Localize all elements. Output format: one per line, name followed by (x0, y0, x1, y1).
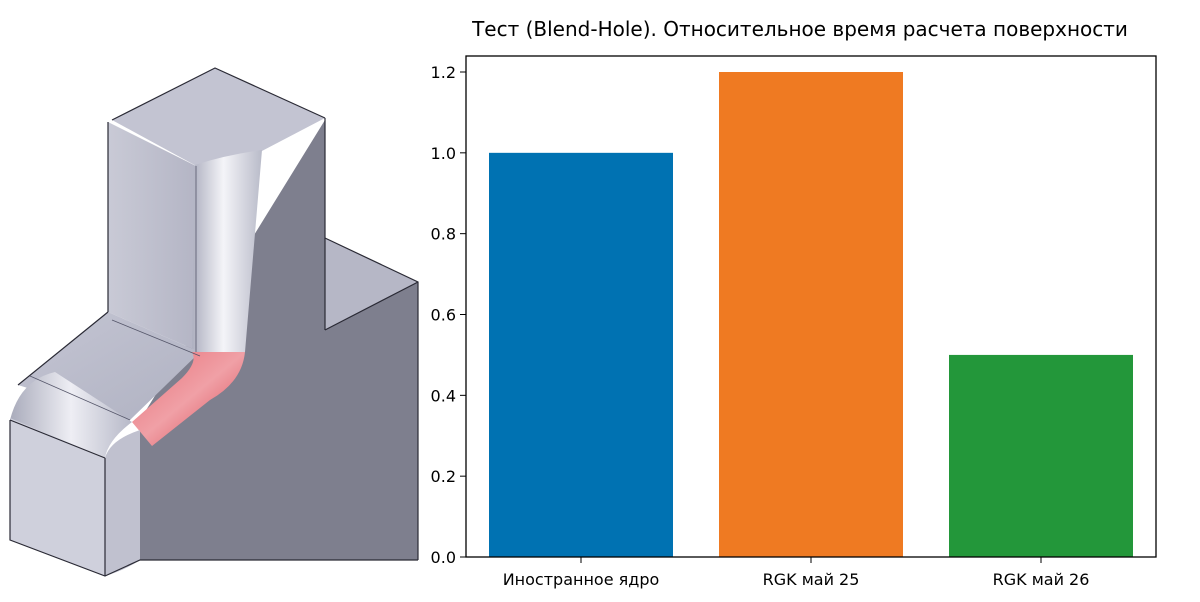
vertical-fillet (192, 150, 262, 352)
bar-3 (949, 354, 1133, 557)
y-tick-label-1: 0.0 (431, 548, 456, 567)
x-axis: Иностранное ядро RGK май 25 RGK май 26 (503, 557, 1090, 589)
lower-front-face (10, 418, 105, 576)
y-tick-label-5: 0.8 (431, 225, 456, 244)
y-tick-label-2: 0.2 (431, 467, 456, 486)
y-tick-label-4: 0.6 (431, 306, 456, 325)
bars-layer (489, 72, 1133, 558)
y-tick-label-3: 0.4 (431, 386, 456, 405)
right-dark-face (140, 120, 418, 560)
x-tick-label-1: Иностранное ядро (503, 570, 660, 589)
y-tick-label-6: 1.0 (431, 144, 456, 163)
back-wing-top-face (325, 238, 418, 330)
bar-1 (489, 152, 673, 558)
chart-title: Тест (Blend-Hole). Относительное время р… (471, 17, 1128, 41)
bar-2 (719, 72, 903, 557)
y-tick-label-7: 1.2 (431, 63, 456, 82)
lower-rounded-edge (10, 372, 132, 458)
y-axis: 0.0 0.2 0.4 0.6 0.8 1.0 1.2 (431, 63, 466, 567)
x-tick-label-2: RGK май 25 (763, 570, 860, 589)
highlighted-fillet (132, 352, 245, 446)
x-tick-label-3: RGK май 26 (993, 570, 1090, 589)
upper-block-top-face (112, 68, 325, 168)
lower-side-face (105, 430, 140, 576)
cad-model-illustration (9, 67, 419, 577)
upper-block-front-face (108, 122, 200, 352)
